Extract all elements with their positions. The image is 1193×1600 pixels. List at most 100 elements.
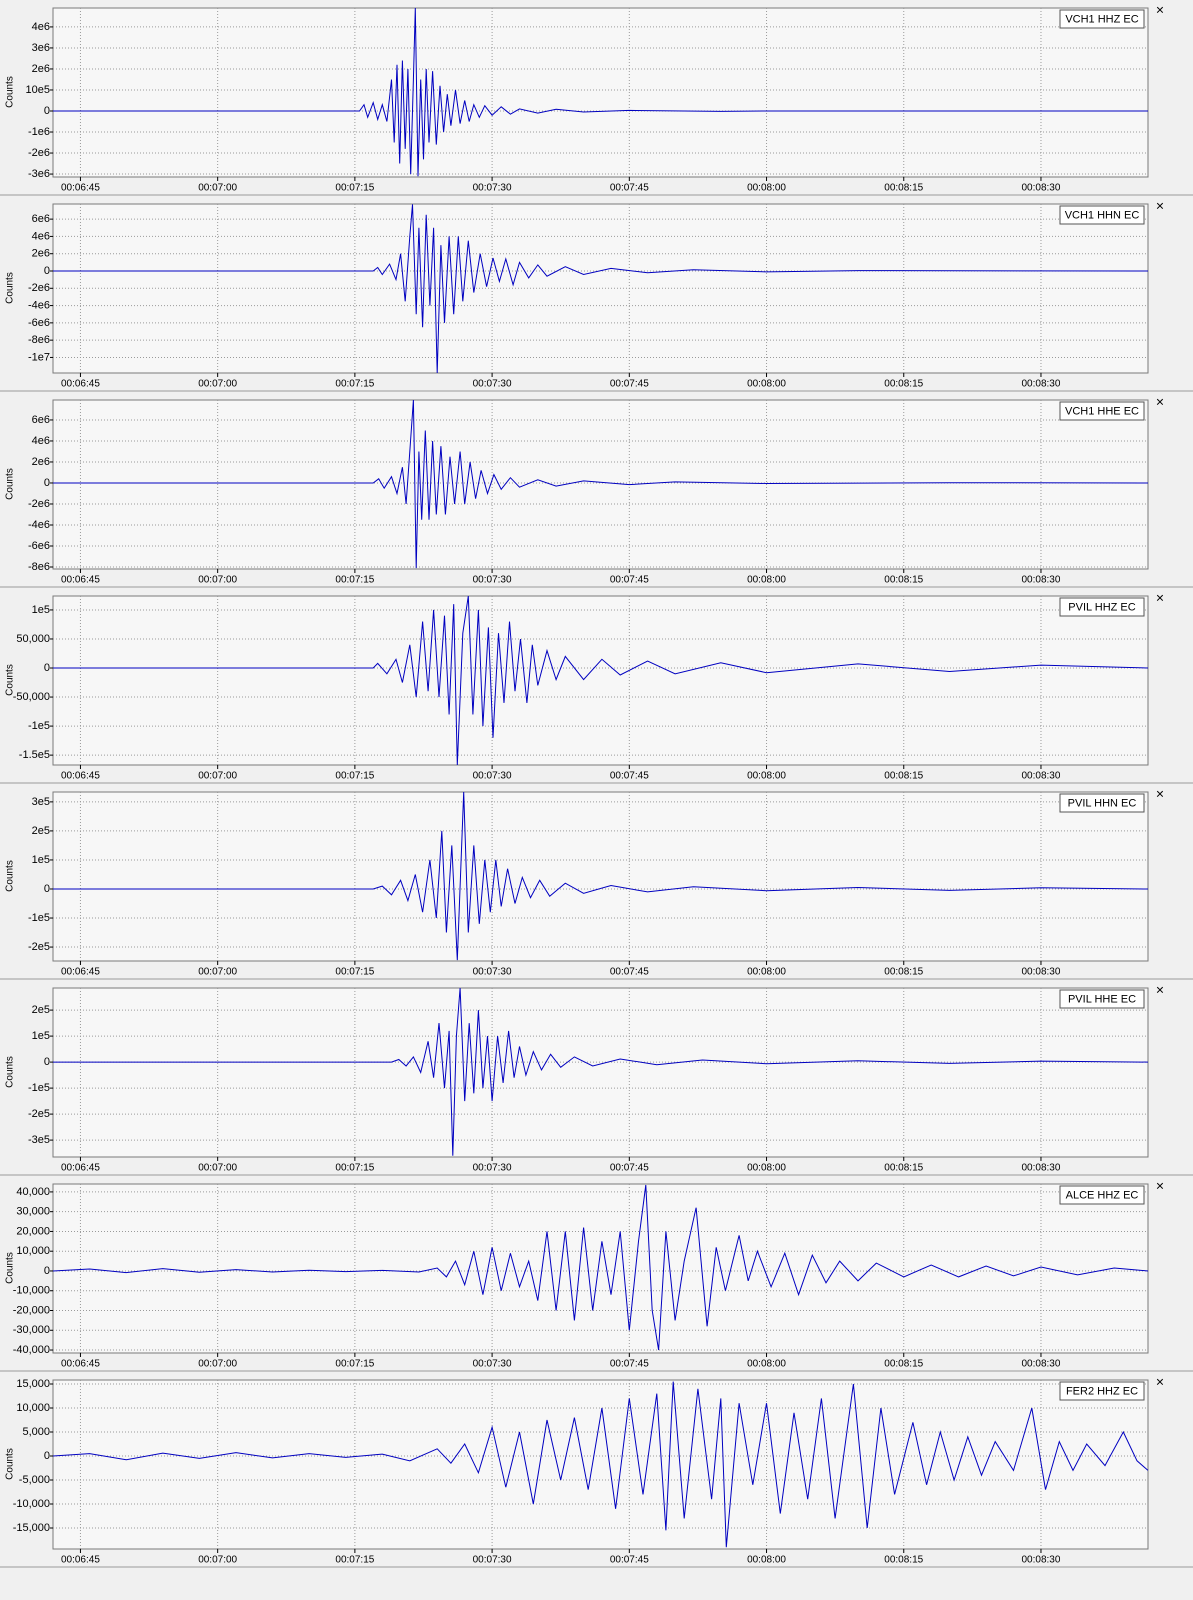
y-tick-label: 0 xyxy=(44,265,50,277)
plot-area xyxy=(52,595,1149,766)
x-tick-label: 00:07:15 xyxy=(335,1555,374,1566)
y-tick-label: 10e5 xyxy=(26,84,50,96)
x-tick-label: 00:07:00 xyxy=(198,183,237,194)
y-tick-label: -3e5 xyxy=(28,1134,50,1146)
y-tick-label: 2e5 xyxy=(32,1004,50,1016)
legend-label: FER2 HHZ EC xyxy=(1066,1385,1138,1397)
x-tick-label: 00:07:45 xyxy=(610,379,649,390)
y-tick-label: -1e5 xyxy=(28,720,50,732)
x-tick-label: 00:07:15 xyxy=(335,575,374,586)
legend-box xyxy=(1059,401,1145,421)
x-tick-label: 00:07:15 xyxy=(335,379,374,390)
legend-box xyxy=(1059,1185,1145,1205)
x-tick-label: 00:07:00 xyxy=(198,1555,237,1566)
y-axis-label: Counts xyxy=(5,860,16,892)
y-tick-label: 2e6 xyxy=(32,63,50,75)
x-tick-label: 00:07:00 xyxy=(198,1359,237,1370)
y-tick-label: 6e6 xyxy=(32,414,50,426)
x-tick-label: 00:08:00 xyxy=(747,1163,786,1174)
x-tick-label: 00:08:30 xyxy=(1022,379,1061,390)
legend-box xyxy=(1059,205,1145,225)
y-tick-label: -20,000 xyxy=(13,1304,50,1316)
x-tick-label: 00:08:00 xyxy=(747,575,786,586)
x-tick-label: 00:07:00 xyxy=(198,379,237,390)
x-tick-label: 00:08:00 xyxy=(747,379,786,390)
x-tick-label: 00:07:45 xyxy=(610,183,649,194)
x-tick-label: 00:08:15 xyxy=(884,967,923,978)
y-tick-label: -1e5 xyxy=(28,912,50,924)
panel: 00:06:45 00:07:00 00:07:15 00:07:30 00:07:45… xyxy=(0,394,1193,588)
x-tick-label: 00:07:15 xyxy=(335,183,374,194)
y-tick-label: 0 xyxy=(44,477,50,489)
y-tick-label: -4e6 xyxy=(28,299,50,311)
x-tick-label: 00:07:00 xyxy=(198,1163,237,1174)
x-tick-label: 00:08:15 xyxy=(884,183,923,194)
x-tick-label: 00:07:00 xyxy=(198,967,237,978)
x-tick-label: 00:08:30 xyxy=(1022,1555,1061,1566)
y-tick-label: 2e6 xyxy=(32,248,50,260)
panel: 00:06:45 00:07:00 00:07:15 00:07:30 00:07:45… xyxy=(0,590,1193,784)
close-button[interactable]: × xyxy=(1156,1178,1164,1194)
x-tick-label: 00:07:45 xyxy=(610,1163,649,1174)
panel: 00:06:45 00:07:00 00:07:15 00:07:30 00:07:45… xyxy=(0,1178,1193,1372)
plot-area xyxy=(52,7,1149,178)
x-tick-label: 00:08:30 xyxy=(1022,771,1061,782)
y-tick-label: -10,000 xyxy=(13,1285,50,1297)
waveform xyxy=(53,204,1148,373)
x-tick-label: 00:08:00 xyxy=(747,183,786,194)
x-tick-label: 00:06:45 xyxy=(61,183,100,194)
y-tick-label: 4e6 xyxy=(32,21,50,33)
y-tick-label: 0 xyxy=(44,662,50,674)
y-tick-label: -4e6 xyxy=(28,519,50,531)
x-tick-label: 00:07:45 xyxy=(610,1555,649,1566)
x-tick-label: 00:07:30 xyxy=(473,379,512,390)
x-tick-label: 00:07:00 xyxy=(198,771,237,782)
close-button[interactable]: × xyxy=(1156,2,1164,18)
close-button[interactable]: × xyxy=(1156,1374,1164,1390)
x-tick-label: 00:07:45 xyxy=(610,1359,649,1370)
y-axis-label: Counts xyxy=(5,468,16,500)
x-tick-label: 00:06:45 xyxy=(61,1555,100,1566)
panel: 00:06:45 00:07:00 00:07:15 00:07:30 00:07:45… xyxy=(0,198,1193,392)
x-tick-label: 00:07:30 xyxy=(473,1163,512,1174)
y-tick-label: -6e6 xyxy=(28,540,50,552)
x-tick-label: 00:07:00 xyxy=(198,575,237,586)
y-tick-label: 2e6 xyxy=(32,456,50,468)
y-tick-label: -1e5 xyxy=(28,1082,50,1094)
y-tick-label: -2e6 xyxy=(28,282,50,294)
x-tick-label: 00:08:30 xyxy=(1022,183,1061,194)
y-tick-label: 0 xyxy=(44,1450,50,1462)
close-button[interactable]: × xyxy=(1156,394,1164,410)
y-axis-label: Counts xyxy=(5,1448,16,1480)
close-button[interactable]: × xyxy=(1156,590,1164,606)
x-tick-label: 00:07:30 xyxy=(473,575,512,586)
y-tick-label: -30,000 xyxy=(13,1324,50,1336)
y-tick-label: 0 xyxy=(44,1056,50,1068)
y-tick-label: -6e6 xyxy=(28,317,50,329)
waveform xyxy=(53,1184,1148,1351)
close-button[interactable]: × xyxy=(1156,198,1164,214)
x-tick-label: 00:06:45 xyxy=(61,967,100,978)
plot-area xyxy=(52,399,1149,570)
y-tick-label: -8e6 xyxy=(28,334,50,346)
close-button[interactable]: × xyxy=(1156,786,1164,802)
y-tick-label: -2e5 xyxy=(28,941,50,953)
y-axis-label: Counts xyxy=(5,76,16,108)
x-tick-label: 00:07:30 xyxy=(473,967,512,978)
x-tick-label: 00:08:15 xyxy=(884,1163,923,1174)
y-tick-label: 3e5 xyxy=(32,796,50,808)
y-axis-label: Counts xyxy=(5,664,16,696)
y-tick-label: 3e6 xyxy=(32,42,50,54)
y-tick-label: 2e5 xyxy=(32,825,50,837)
y-tick-label: 10,000 xyxy=(16,1245,50,1257)
plot-area xyxy=(52,1379,1149,1550)
y-tick-label: -1e6 xyxy=(28,126,50,138)
x-tick-label: 00:07:30 xyxy=(473,771,512,782)
x-tick-label: 00:08:30 xyxy=(1022,967,1061,978)
y-tick-label: 30,000 xyxy=(16,1206,50,1218)
x-tick-label: 00:06:45 xyxy=(61,379,100,390)
x-tick-label: 00:07:15 xyxy=(335,967,374,978)
legend-label: ALCE HHZ EC xyxy=(1066,1189,1139,1201)
close-button[interactable]: × xyxy=(1156,982,1164,998)
panel: 00:06:45 00:07:00 00:07:15 00:07:30 00:07:45… xyxy=(0,2,1193,196)
